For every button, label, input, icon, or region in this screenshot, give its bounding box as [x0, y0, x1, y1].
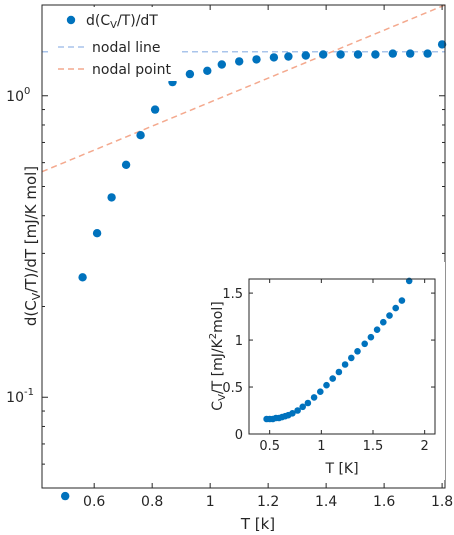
inset-axes-box [248, 278, 436, 435]
inset-x-tick-label: 0.5 [259, 439, 280, 454]
inset-x-tick-label: 2 [421, 439, 429, 454]
inset-data-points [263, 277, 413, 423]
data-point [78, 273, 87, 282]
reference-line-nodal-point [41, 4, 446, 173]
main-y-axis-label-part: d(C [22, 300, 40, 326]
data-point [217, 60, 226, 69]
data-point [406, 49, 415, 58]
data-point [423, 49, 432, 58]
main-y-axis-label-subscript: V [30, 292, 43, 300]
inset-data-point [398, 297, 406, 304]
data-point [136, 131, 145, 140]
main-y-axis-label: d(CV/T)/dT [mJ/K mol] [22, 166, 43, 326]
legend-marker-dot [66, 15, 76, 25]
inset-x-axis-label: T [K] [324, 461, 358, 477]
x-tick-label: 1.6 [373, 494, 395, 510]
inset-data-point [304, 399, 312, 407]
inset-y-axis-label-part: /T [mJ/K [210, 338, 226, 394]
inset-data-point [392, 304, 400, 312]
x-tick-label: 1.4 [315, 494, 337, 510]
data-point [203, 66, 212, 76]
data-point [284, 52, 293, 61]
x-tick-label: 1 [206, 494, 215, 510]
inset-data-point [380, 318, 387, 326]
inset-data-point [310, 394, 318, 401]
data-point [185, 69, 195, 79]
data-point [60, 491, 70, 501]
data-point [252, 55, 261, 64]
y-tick-label: 10 [6, 89, 24, 105]
inset-data-point [323, 381, 330, 389]
legend-entry-subscript: V [110, 20, 117, 31]
data-point [269, 53, 279, 62]
data-point [437, 40, 447, 49]
x-tick-label: 0.8 [141, 494, 163, 510]
y-tick-label-exponent: 0 [24, 86, 30, 97]
inset-data-point [373, 326, 381, 334]
inset-data-point [294, 407, 301, 414]
data-point [235, 57, 244, 66]
data-point [150, 105, 160, 114]
inset-data-point [329, 375, 337, 382]
y-tick-label: 10 [6, 390, 24, 406]
inset-y-tick-label: 0.5 [222, 381, 243, 396]
inset-x-tick-label: 1 [317, 439, 325, 454]
inset-chart: 0.5 1 1.5 2 00.511.5 T [K] CV/T [mJ/K2mol] [197, 262, 445, 480]
data-point [319, 50, 328, 59]
inset-data-point [341, 361, 349, 368]
inset-data-point [367, 333, 375, 341]
inset-y-axis-label-subscript: V [217, 394, 228, 401]
inset-data-point [335, 368, 343, 376]
inset-y-axis-label: CV/T [mJ/K2mol] [208, 301, 228, 410]
inset-y-axis-label-part: C [210, 401, 226, 411]
data-point [107, 193, 116, 202]
inset-data-point [317, 388, 324, 396]
legend-entry-measured: d(CV/T)/dT [86, 13, 158, 31]
legend-entry-part: /T)/dT [117, 13, 158, 29]
main-x-ticks: 0.6 0.8 1 1.2 1.4 1.6 1.8 [83, 5, 453, 510]
legend: d(CV/T)/dT nodal line nodal point [51, 7, 182, 81]
data-point [92, 229, 102, 238]
data-point [388, 49, 397, 58]
data-point [301, 51, 310, 60]
inset-y-tick-label: 1.5 [222, 287, 243, 302]
inset-x-ticks: 0.5 1 1.5 2 [259, 279, 429, 454]
legend-entry-nodal-line: nodal line [92, 40, 161, 56]
legend-entry-nodal-point: nodal point [92, 62, 171, 78]
inset-y-tick-label: 0 [235, 428, 243, 443]
main-axes-box [41, 4, 446, 489]
inset-data-point [361, 340, 369, 348]
x-tick-label: 0.6 [83, 494, 105, 510]
inset-data-point [289, 410, 296, 417]
inset-y-axis-label-superscript: 2 [208, 333, 219, 339]
inset-data-point [354, 348, 361, 355]
inset-data-point [386, 312, 393, 319]
x-tick-label: 1.2 [257, 494, 279, 510]
inset-data-point [348, 354, 355, 362]
main-y-axis-label-part: /T)/dT [mJ/K mol] [22, 166, 40, 293]
main-x-axis-label: T [k] [240, 515, 275, 533]
inset-y-axis-label-part: mol] [210, 301, 226, 333]
inset-y-tick-label: 1 [235, 334, 243, 349]
legend-entry-part: d(C [86, 13, 110, 29]
x-tick-label: 1.8 [431, 494, 453, 510]
inset-data-point [299, 403, 307, 411]
inset-y-ticks: 0 0.5 1 1.5 [222, 287, 435, 443]
y-tick-label-exponent: -1 [24, 387, 34, 398]
data-point [121, 160, 131, 169]
inset-x-tick-label: 1.5 [363, 439, 384, 454]
data-point [336, 50, 345, 59]
data-point [353, 50, 363, 59]
data-point [371, 50, 380, 59]
